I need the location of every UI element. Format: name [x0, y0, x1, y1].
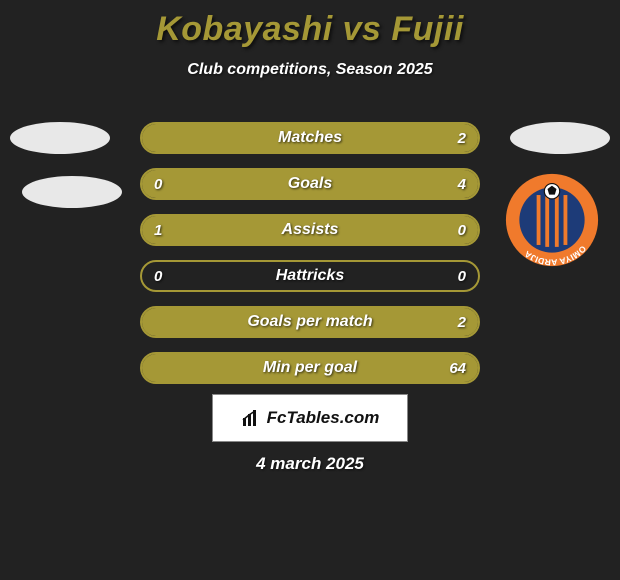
- stat-row-goals: 0 4 Goals: [140, 168, 480, 200]
- stat-row-assists: 1 0 Assists: [140, 214, 480, 246]
- fctables-logo: FcTables.com: [212, 394, 408, 442]
- stat-value-left: 0: [154, 170, 162, 198]
- stat-value-right: 4: [458, 170, 466, 198]
- stat-label: Hattricks: [142, 262, 478, 290]
- omiya-ardija-crest-icon: OMIYA ARDIJA: [504, 172, 600, 268]
- stat-value-right: 2: [458, 308, 466, 336]
- stat-value-right: 0: [458, 216, 466, 244]
- player-left-photo-placeholder-2: [22, 176, 122, 208]
- stat-value-right: 2: [458, 124, 466, 152]
- stat-row-matches: 2 Matches: [140, 122, 480, 154]
- stat-value-right: 64: [449, 354, 466, 382]
- stat-row-hattricks: 0 0 Hattricks: [140, 260, 480, 292]
- stats-container: 2 Matches 0 4 Goals 1 0 Assists 0 0 Hatt…: [140, 122, 480, 398]
- player-left-photo-placeholder-1: [10, 122, 110, 154]
- stat-fill-left: [142, 216, 418, 244]
- fctables-brand-text: FcTables.com: [267, 408, 380, 428]
- stat-row-goals-per-match: 2 Goals per match: [140, 306, 480, 338]
- stat-value-left: 1: [154, 216, 162, 244]
- stat-fill-right: [418, 216, 478, 244]
- player-right-photo-placeholder: [510, 122, 610, 154]
- stat-fill-left: [142, 170, 202, 198]
- page-subtitle: Club competitions, Season 2025: [0, 49, 620, 79]
- bar-chart-icon: [241, 408, 261, 428]
- stat-fill-right: [202, 170, 478, 198]
- player-right-club-badge: OMIYA ARDIJA: [504, 172, 600, 268]
- stat-fill-right: [142, 124, 478, 152]
- stat-value-right: 0: [458, 262, 466, 290]
- page-title: Kobayashi vs Fujii: [0, 0, 620, 49]
- stat-fill-right: [142, 354, 478, 382]
- stat-row-min-per-goal: 64 Min per goal: [140, 352, 480, 384]
- footer-date: 4 march 2025: [0, 454, 620, 474]
- stat-fill-right: [142, 308, 478, 336]
- stat-value-left: 0: [154, 262, 162, 290]
